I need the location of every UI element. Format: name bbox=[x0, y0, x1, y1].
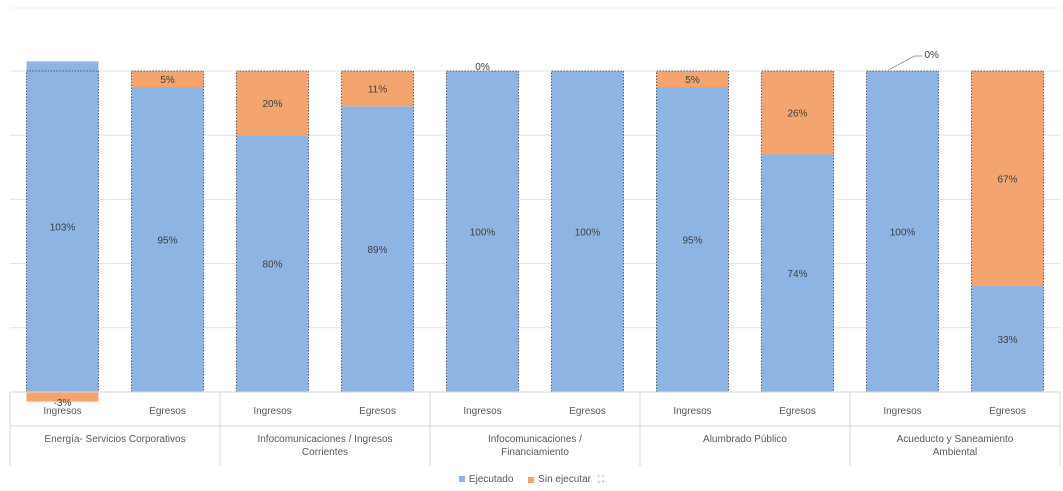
category-label: Ingresos bbox=[673, 406, 711, 417]
bars bbox=[26, 61, 1044, 402]
data-label-sin-ejecutar: 26% bbox=[787, 109, 807, 120]
category-label: Ingresos bbox=[463, 406, 501, 417]
data-label-sin-ejecutar: 5% bbox=[160, 75, 175, 86]
group-label: Acueducto y Saneamiento Ambiental bbox=[897, 434, 1014, 458]
legend-swatch-sin-ejecutar bbox=[528, 476, 535, 483]
legend-label-sin-ejecutar: Sin ejecutar bbox=[538, 474, 591, 486]
legend-swatch-ejecutado bbox=[458, 476, 465, 483]
bar-sin-ejecutar bbox=[761, 71, 834, 155]
legend-item-ejecutado: Ejecutado bbox=[458, 474, 514, 486]
data-label-ejecutado: 100% bbox=[470, 228, 496, 239]
legend-label-ejecutado: Ejecutado bbox=[468, 474, 514, 486]
data-label-sin-ejecutar: -3% bbox=[54, 398, 72, 409]
bar-ejecutado bbox=[341, 106, 414, 392]
category-label: Egresos bbox=[989, 406, 1026, 417]
bar-ejecutado bbox=[551, 71, 624, 392]
category-label: Egresos bbox=[359, 406, 396, 417]
data-label-ejecutado: 33% bbox=[997, 335, 1017, 346]
bar-sin-ejecutar bbox=[131, 71, 204, 88]
bar-ejecutado bbox=[866, 71, 939, 392]
legend: Ejecutado Sin ejecutar ⛶ bbox=[0, 474, 1063, 485]
data-label-sin-ejecutar: 0% bbox=[475, 62, 490, 73]
data-label-sin-ejecutar: 5% bbox=[685, 75, 700, 86]
category-label: Egresos bbox=[149, 406, 186, 417]
data-label-ejecutado: 100% bbox=[575, 228, 601, 239]
bar-ejecutado bbox=[26, 61, 99, 393]
data-label-ejecutado: 103% bbox=[50, 223, 76, 234]
data-label-ejecutado: 74% bbox=[787, 269, 807, 280]
category-axis: Ingresos Egresos Ingresos Egresos Ingresos Eg… bbox=[9, 391, 1061, 466]
data-label-ejecutado: 89% bbox=[367, 245, 387, 256]
data-label-ejecutado: 100% bbox=[890, 228, 916, 239]
bar-ejecutado bbox=[761, 154, 834, 392]
resize-handle-icon: ⛶ bbox=[597, 474, 605, 484]
data-label-ejecutado: 95% bbox=[682, 236, 702, 247]
data-label-ejecutado: 95% bbox=[157, 236, 177, 247]
group-label: Infocomunicaciones / Ingresos Corrientes bbox=[257, 434, 392, 458]
legend-item-sin-ejecutar: Sin ejecutar ⛶ bbox=[528, 474, 604, 485]
category-label: Ingresos bbox=[883, 406, 921, 417]
category-label: Egresos bbox=[569, 406, 606, 417]
callout-leader bbox=[888, 55, 915, 71]
group-label: Energía- Servicios Corporativos bbox=[44, 434, 185, 445]
bar-sin-ejecutar bbox=[971, 71, 1044, 287]
bar-ejecutado bbox=[446, 71, 519, 392]
data-labels: 103% -3% 95% 5% 80% 20% 89% 11% 100% 0% 100% 95% 5% 7… bbox=[50, 50, 1018, 409]
bar-ejecutado bbox=[131, 87, 204, 393]
category-label: Egresos bbox=[779, 406, 816, 417]
group-label: Infocomunicaciones / Financiamiento bbox=[488, 434, 582, 458]
bar-sin-ejecutar bbox=[26, 392, 99, 402]
bar-sin-ejecutar bbox=[236, 71, 309, 136]
category-label: Ingresos bbox=[43, 406, 81, 417]
data-label-ejecutado: 80% bbox=[262, 260, 282, 271]
bar-ejecutado bbox=[971, 286, 1044, 392]
data-label-sin-ejecutar: 67% bbox=[997, 175, 1017, 186]
bar-ejecutado bbox=[656, 87, 729, 393]
group-label: Alumbrado Público bbox=[703, 434, 787, 445]
data-label-sin-ejecutar: 0% bbox=[925, 50, 940, 61]
bar-sin-ejecutar bbox=[341, 71, 414, 107]
bar-sin-ejecutar bbox=[656, 71, 729, 88]
data-label-sin-ejecutar: 20% bbox=[262, 99, 282, 110]
data-label-sin-ejecutar: 11% bbox=[368, 85, 387, 96]
bar-ejecutado bbox=[236, 135, 309, 392]
category-label: Ingresos bbox=[253, 406, 291, 417]
